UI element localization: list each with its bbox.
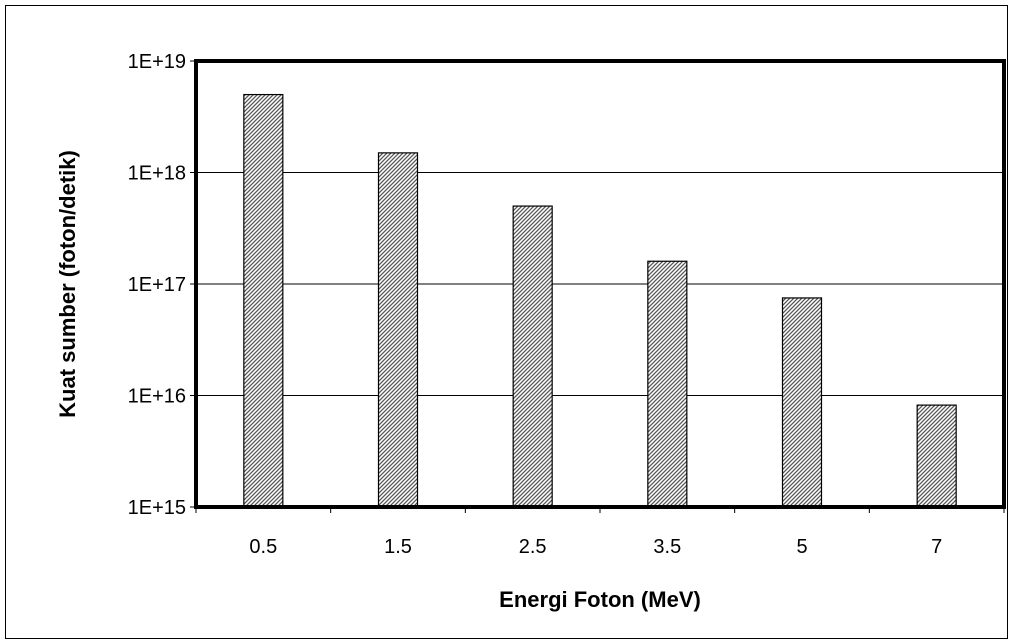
- bar-0.5: [243, 93, 284, 508]
- y-tick-label: 1E+19: [128, 51, 186, 73]
- bar-1.5: [377, 152, 419, 508]
- y-axis-title: Kuat sumber (foton/detik): [55, 150, 80, 418]
- y-tick-label: 1E+16: [128, 386, 186, 408]
- x-tick-label: 5: [796, 536, 807, 558]
- y-tick-label: 1E+15: [128, 497, 186, 519]
- chart-frame: [5, 5, 1008, 639]
- x-tick-label: 2.5: [519, 536, 547, 558]
- y-tick-label: 1E+18: [128, 163, 186, 185]
- bars: [243, 93, 957, 508]
- x-axis-title: Energi Foton (MeV): [499, 587, 701, 612]
- bar-7: [916, 404, 957, 508]
- gridlines: [196, 172, 1004, 396]
- bar-5: [781, 297, 823, 508]
- bar-3.5: [647, 260, 688, 508]
- tick-labels: 1E+15 1E+16 1E+17 1E+18 1E+19 0.5 1.5 2.5 3.5 5 7: [128, 51, 943, 558]
- bar-2.5: [512, 205, 553, 508]
- axis-ticks: [190, 60, 1005, 513]
- x-tick-label: 3.5: [653, 536, 681, 558]
- y-tick-label: 1E+17: [128, 274, 186, 296]
- x-tick-label: 7: [931, 536, 942, 558]
- x-tick-label: 1.5: [384, 536, 412, 558]
- x-tick-label: 0.5: [249, 536, 277, 558]
